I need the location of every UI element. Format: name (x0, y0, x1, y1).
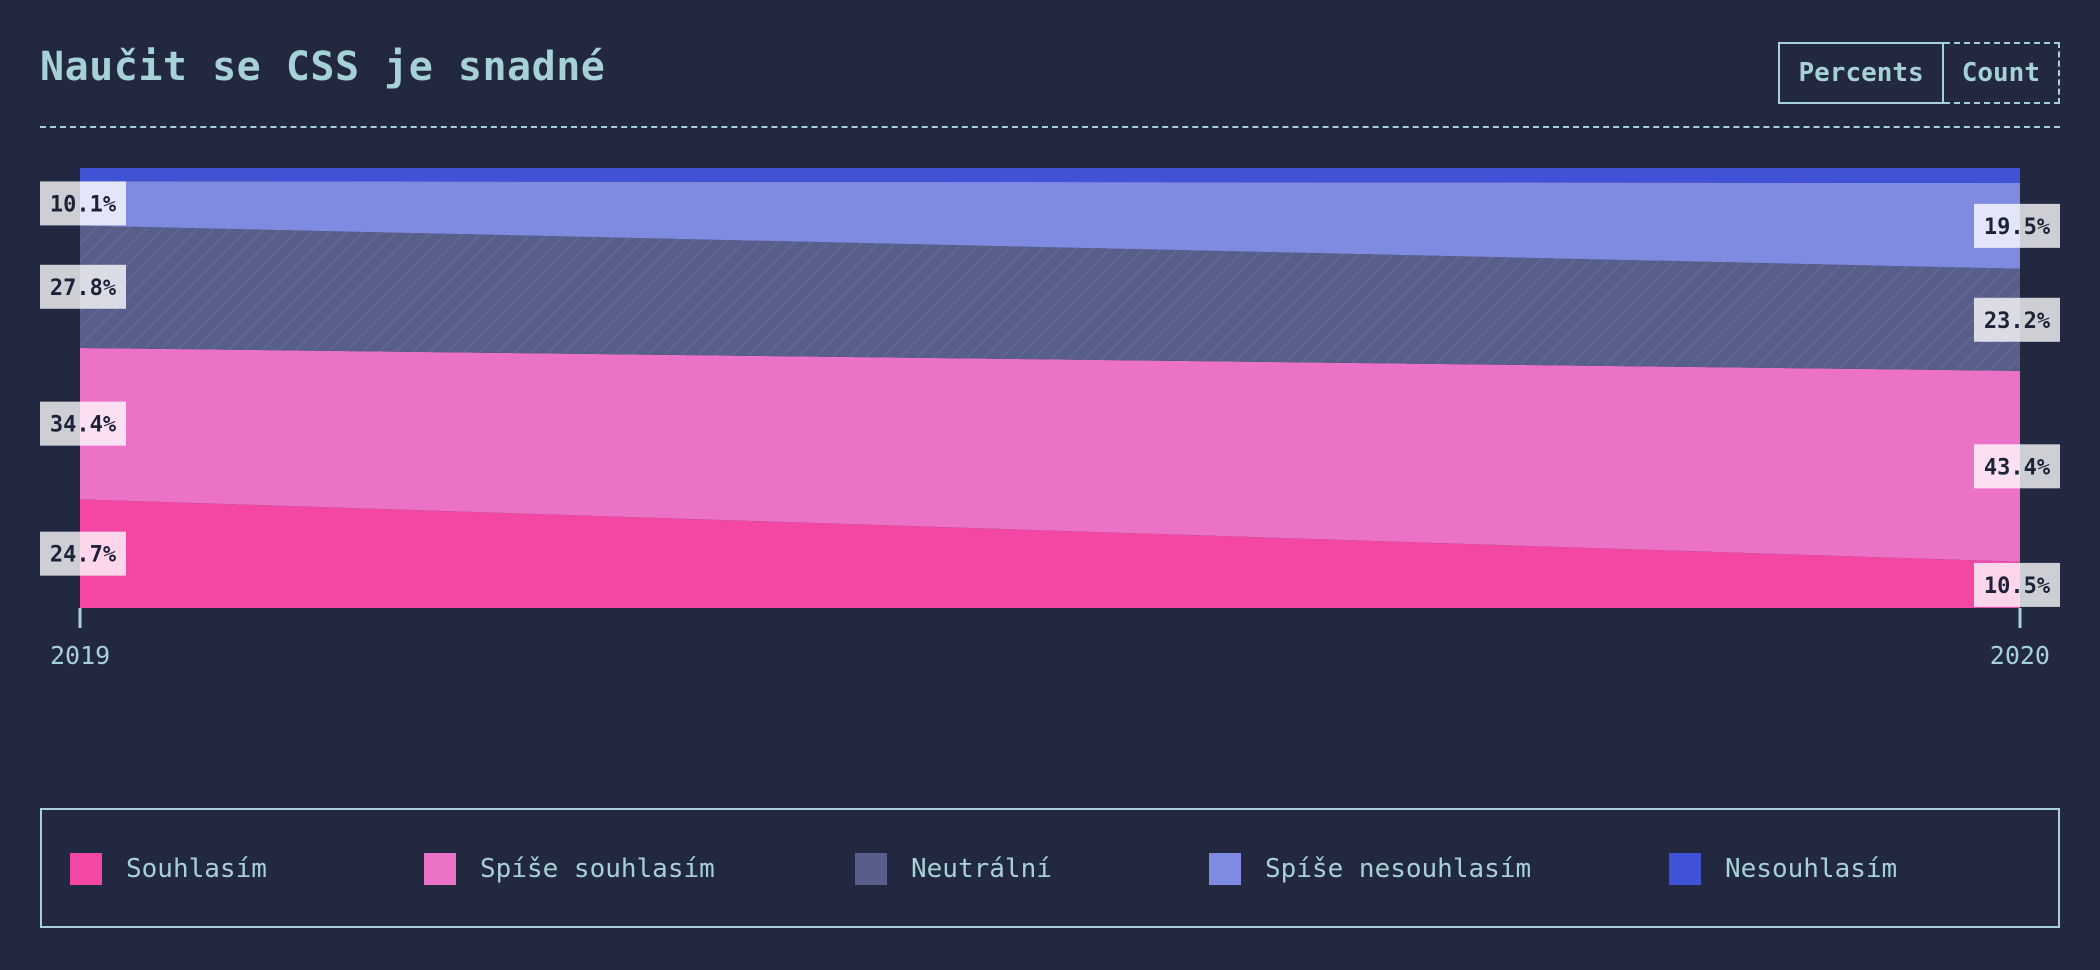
area-spise-nesouhlasim (80, 181, 2020, 269)
legend-item[interactable]: Souhlasím (70, 852, 267, 886)
legend-label: Souhlasím (126, 854, 267, 884)
legend-label: Spíše souhlasím (480, 854, 715, 884)
data-label: 10.1% (40, 181, 126, 226)
x-tick-label: 2019 (50, 641, 110, 670)
header-divider (40, 126, 2060, 128)
legend-item[interactable]: Spíše souhlasím (424, 852, 715, 886)
legend-label: Nesouhlasím (1725, 854, 1898, 884)
data-label: 43.4% (1974, 444, 2060, 489)
area-souhlasim (80, 499, 2020, 608)
area-nesouhlasim (80, 168, 2020, 183)
svg-text:24.7%: 24.7% (50, 543, 117, 568)
legend-swatch (1669, 853, 1701, 885)
legend-item[interactable]: Nesouhlasím (1669, 852, 1897, 886)
stacked-area-chart: 2019 2020 24.7% 10.5% 34.4% 43.4% 27.8% 23.2% 1… (40, 168, 2060, 670)
chart-title: Naučit se CSS je snadné (40, 44, 606, 90)
svg-text:34.4%: 34.4% (50, 413, 117, 438)
legend: Souhlasím Spíše souhlasím Neutrální Spíše n… (40, 808, 2060, 928)
legend-swatch (424, 853, 456, 885)
legend-item[interactable]: Spíše nesouhlasím (1209, 852, 1531, 886)
data-label: 23.2% (1974, 297, 2060, 342)
svg-text:10.1%: 10.1% (50, 192, 117, 217)
legend-swatch (70, 853, 102, 885)
count-button[interactable]: Count (1943, 42, 2060, 104)
data-label: 27.8% (40, 264, 126, 309)
svg-text:23.2%: 23.2% (1984, 309, 2051, 334)
data-label: 10.5% (1974, 562, 2060, 607)
area-spise-souhlasim (80, 347, 2020, 562)
legend-swatch (1209, 853, 1241, 885)
legend-swatch (855, 853, 887, 885)
svg-text:19.5%: 19.5% (1984, 215, 2051, 240)
legend-label: Neutrální (911, 854, 1052, 884)
legend-item[interactable]: Neutrální (855, 852, 1052, 886)
percents-button[interactable]: Percents (1778, 42, 1944, 104)
svg-text:10.5%: 10.5% (1984, 574, 2051, 599)
units-toggle: Percents Count (1778, 42, 2060, 104)
x-tick-label: 2020 (1990, 641, 2050, 670)
data-label: 34.4% (40, 401, 126, 446)
data-label: 19.5% (1974, 203, 2060, 248)
legend-label: Spíše nesouhlasím (1265, 854, 1532, 884)
data-label: 24.7% (40, 531, 126, 576)
svg-text:43.4%: 43.4% (1984, 455, 2051, 480)
svg-text:27.8%: 27.8% (50, 276, 117, 301)
area-neutralni-hatch (80, 225, 2020, 371)
